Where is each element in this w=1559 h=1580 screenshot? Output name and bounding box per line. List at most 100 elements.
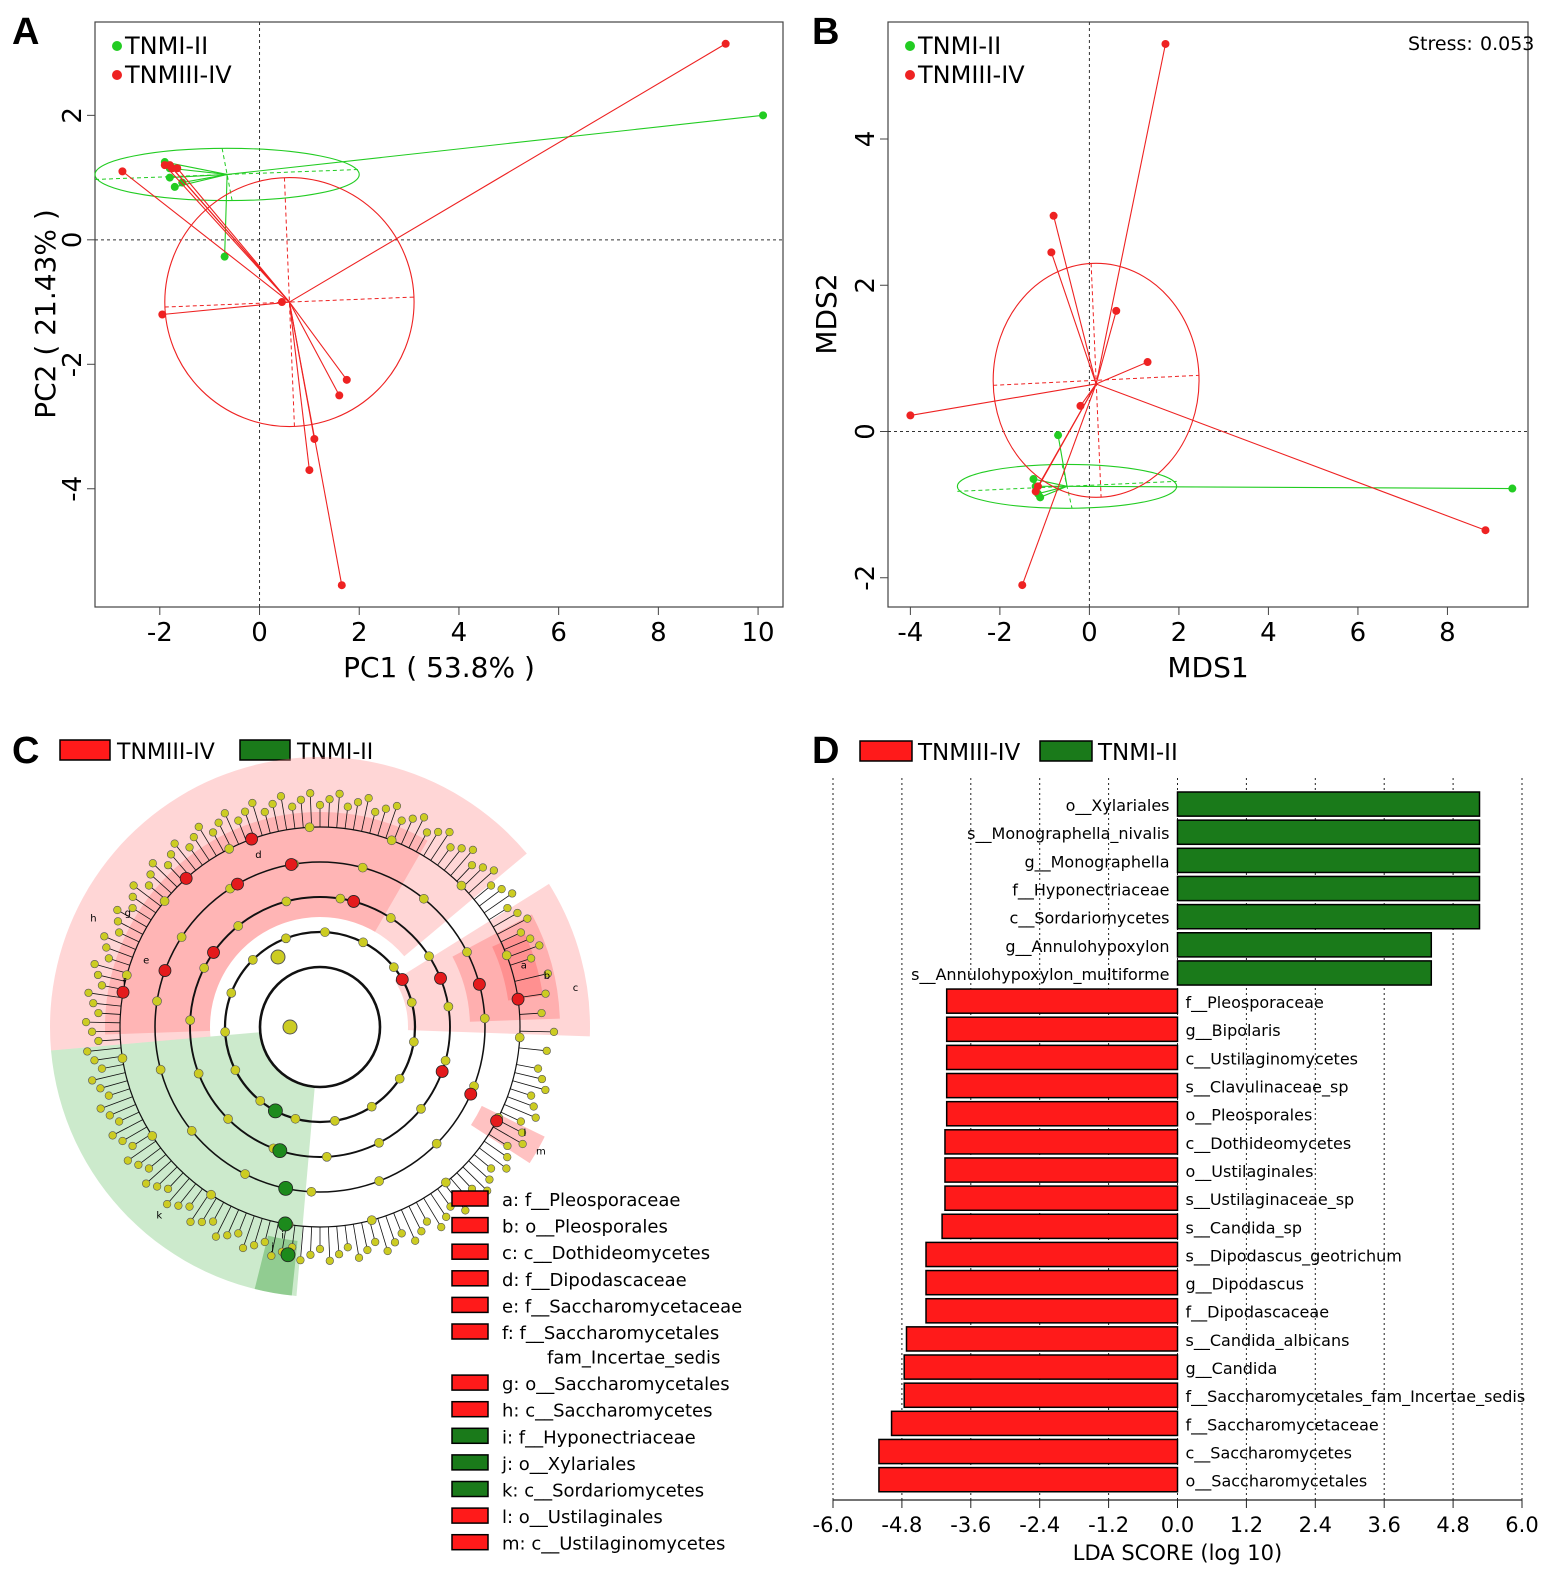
spider-line — [288, 301, 343, 586]
branch — [251, 802, 263, 836]
tree-ring — [189, 896, 451, 1158]
y-tick-label: 0 — [58, 232, 88, 249]
bar-label: c__Saccharomycetes — [1186, 1443, 1352, 1463]
sector-letter-l: l — [523, 1128, 526, 1139]
bar-label: s__Candida_sp — [1186, 1218, 1303, 1238]
branch — [504, 938, 531, 950]
sector-letter-a: a — [521, 961, 527, 972]
leaf-node — [134, 1160, 143, 1169]
data-point — [277, 298, 286, 307]
bar-label: f__Saccharomycetales_fam_Incertae_sedis — [1186, 1387, 1526, 1407]
leaf-node — [260, 807, 269, 817]
key-swatch — [451, 1427, 489, 1445]
x-tick-label: -3.6 — [950, 1513, 991, 1537]
sector-letter-f: f — [123, 977, 127, 988]
leaf-node — [234, 1229, 243, 1238]
clade-sector-l-m — [470, 1105, 545, 1164]
branch — [226, 1209, 240, 1236]
inner-node — [394, 1073, 405, 1084]
key-label-continued: fam_Incertae_sedis — [547, 1348, 720, 1369]
leaf-node — [105, 1111, 114, 1120]
data-point — [1481, 526, 1490, 535]
lda-bar — [903, 1382, 1179, 1409]
data-point — [1076, 401, 1085, 410]
biomarker-node-red — [472, 977, 486, 991]
leaf-node — [104, 954, 113, 963]
inner-node — [416, 1104, 426, 1114]
confidence-ellipse — [94, 147, 360, 202]
leaf-node — [223, 1231, 232, 1240]
y-tick-label: -2 — [851, 565, 881, 591]
spider-line — [176, 167, 290, 303]
plot-frame — [94, 21, 784, 608]
series-tnmi-ii — [956, 431, 1517, 509]
key-label: d: f__Dipodascaceae — [502, 1270, 687, 1291]
branch — [150, 874, 172, 894]
sector-letter-g: g — [125, 908, 131, 919]
series-tnmiii-iv — [118, 39, 730, 590]
y-tick-label: 2 — [58, 107, 88, 124]
leaf-node — [166, 850, 176, 859]
data-point — [1161, 39, 1170, 48]
key-label: c: c__Dothideomycetes — [502, 1243, 710, 1264]
branch — [145, 1160, 172, 1184]
leaf-node — [513, 908, 522, 918]
leaf-node — [128, 892, 137, 901]
inner-node — [358, 937, 368, 948]
data-point — [1047, 248, 1056, 257]
branch — [493, 912, 518, 928]
spider-line — [171, 167, 290, 303]
leaf-node — [334, 1250, 344, 1259]
leaf-node — [94, 1008, 103, 1018]
biomarker-node-red — [179, 871, 193, 885]
data-point — [1029, 475, 1038, 484]
key-swatch — [451, 1533, 489, 1551]
leaf-node — [87, 1027, 97, 1036]
branch — [201, 1197, 217, 1223]
bar-label: g__Annulohypoxylon — [1005, 937, 1169, 957]
branch — [300, 799, 304, 828]
branch — [361, 798, 370, 832]
leaf-node — [153, 1182, 162, 1191]
leaf-node — [535, 941, 544, 950]
leaf-node — [325, 1256, 334, 1265]
panel-label-d: D — [812, 730, 839, 772]
spider-line — [288, 301, 340, 396]
x-tick-label: -2 — [987, 618, 1013, 648]
branch — [280, 796, 288, 830]
key-swatch — [451, 1374, 489, 1391]
inner-node — [159, 896, 170, 906]
leaf-node — [457, 844, 466, 853]
branch — [127, 1140, 156, 1161]
inner-node — [281, 896, 292, 907]
branch — [493, 1126, 523, 1145]
inner-node — [366, 1101, 377, 1112]
branch — [484, 893, 513, 914]
leaf-node — [467, 861, 477, 870]
branch — [93, 1002, 122, 1007]
branch — [87, 1047, 122, 1052]
leaf-node — [315, 1244, 325, 1254]
biomarker-node-red — [464, 1087, 478, 1101]
leaf-node — [446, 843, 455, 852]
inner-node — [409, 1037, 419, 1047]
key-label: l: o__Ustilaginales — [502, 1507, 663, 1528]
leaf-node — [94, 1036, 103, 1046]
leaf-node — [489, 866, 498, 875]
lda-bar — [925, 1241, 1179, 1268]
leaf-node — [419, 813, 429, 822]
branch — [512, 1080, 546, 1091]
inner-node — [419, 893, 429, 904]
legend-label: TNMIII-IV — [116, 740, 215, 765]
bar-label: c__Ustilaginomycetes — [1186, 1049, 1359, 1069]
data-point — [170, 182, 179, 191]
legend-marker — [905, 70, 915, 80]
bar-label: s__Clavulinaceae_sp — [1186, 1078, 1349, 1098]
key-label: g: o__Saccharomycetales — [502, 1374, 730, 1395]
data-point — [1143, 358, 1152, 367]
data-point — [1508, 484, 1517, 493]
leaf-node — [267, 1251, 276, 1260]
inner-node — [226, 988, 237, 998]
leaf-node — [148, 859, 157, 868]
